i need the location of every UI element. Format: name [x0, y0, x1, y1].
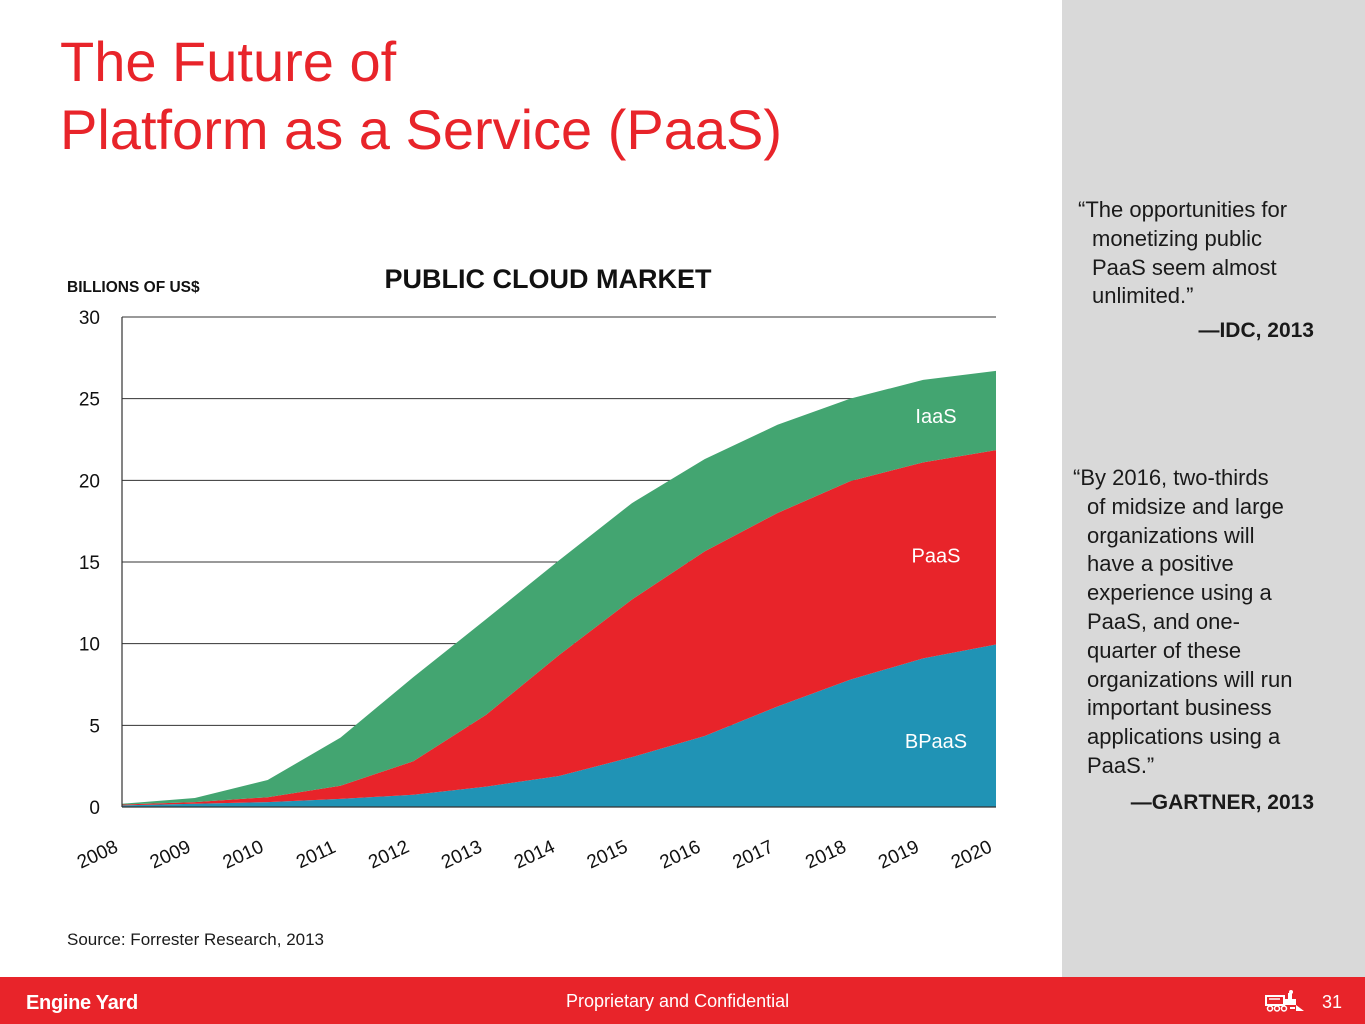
- y-tick-label: 30: [79, 308, 100, 329]
- x-tick-label: 2010: [220, 837, 267, 874]
- quote-line: unlimited.”: [1092, 283, 1194, 309]
- title-line-2: Platform as a Service (PaaS): [60, 98, 783, 161]
- y-axis-label: BILLIONS OF US$: [67, 279, 200, 296]
- title-line-1: The Future of: [60, 30, 397, 93]
- idc-quote: “The opportunities for monetizing public P…: [1078, 196, 1314, 346]
- engine-yard-logo: Engine Yard: [26, 992, 138, 1014]
- footer-bar: Engine Yard Proprietary and Confidential…: [0, 977, 1365, 1024]
- y-tick-label: 10: [79, 635, 100, 656]
- y-tick-label: 0: [89, 798, 100, 819]
- quote-line: organizations will run: [1087, 666, 1293, 692]
- slide-title: The Future of Platform as a Service (Paa…: [60, 28, 782, 164]
- y-tick-label: 25: [79, 390, 100, 411]
- x-tick-label: 2020: [948, 837, 995, 874]
- y-tick-label: 15: [79, 553, 100, 574]
- x-tick-label: 2009: [147, 837, 194, 874]
- quote-attribution: —IDC, 2013: [1198, 319, 1314, 343]
- y-tick-label: 5: [89, 716, 100, 737]
- quote-line: PaaS, and one-: [1087, 608, 1240, 634]
- quote-line: applications using a: [1087, 724, 1281, 750]
- x-tick-label: 2013: [438, 837, 485, 874]
- quote-line: monetizing public: [1092, 225, 1262, 251]
- area-label-iaas: IaaS: [915, 406, 956, 428]
- x-tick-label: 2014: [511, 836, 559, 873]
- quote-line: have a positive: [1087, 551, 1234, 577]
- quote-line: “By 2016, two-thirds: [1073, 465, 1269, 490]
- area-label-bpaas: BPaaS: [905, 731, 967, 753]
- quote-line: quarter of these: [1087, 637, 1242, 663]
- x-tick-label: 2012: [365, 837, 412, 874]
- quote-attribution: —GARTNER, 2013: [1130, 790, 1314, 814]
- quote-line: important business: [1087, 695, 1272, 721]
- x-tick-label: 2015: [584, 837, 631, 874]
- source-note: Source: Forrester Research, 2013: [67, 930, 325, 949]
- x-tick-label: 2011: [293, 837, 339, 873]
- x-tick-label: 2017: [730, 837, 777, 874]
- confidential-notice: Proprietary and Confidential: [566, 991, 790, 1011]
- train-icon: [1265, 990, 1304, 1012]
- area-bpaas: [122, 644, 996, 807]
- quote-line: PaaS seem almost: [1092, 254, 1277, 280]
- quote-line: of midsize and large: [1087, 493, 1284, 519]
- quote-line: experience using a: [1087, 580, 1272, 606]
- quote-line: “The opportunities for: [1078, 197, 1288, 222]
- area-label-paas: PaaS: [912, 545, 961, 567]
- quote-line: organizations will: [1087, 522, 1255, 548]
- gartner-quote: “By 2016, two-thirds of midsize and large…: [1073, 464, 1314, 818]
- chart-title: PUBLIC CLOUD MARKET: [385, 264, 712, 294]
- x-tick-label: 2018: [802, 837, 849, 874]
- x-tick-label: 2008: [74, 837, 121, 874]
- quote-line: PaaS.”: [1087, 752, 1155, 778]
- quote-side-panel: [1062, 0, 1365, 977]
- area-paas: [122, 450, 996, 806]
- x-tick-label: 2016: [657, 837, 704, 874]
- public-cloud-market-chart: PUBLIC CLOUD MARKET BILLIONS OF US$ 0 5 10…: [67, 264, 996, 874]
- area-iaas: [122, 370, 996, 805]
- x-tick-label: 2019: [875, 837, 922, 874]
- page-number: 31: [1322, 992, 1343, 1012]
- y-tick-label: 20: [79, 471, 100, 492]
